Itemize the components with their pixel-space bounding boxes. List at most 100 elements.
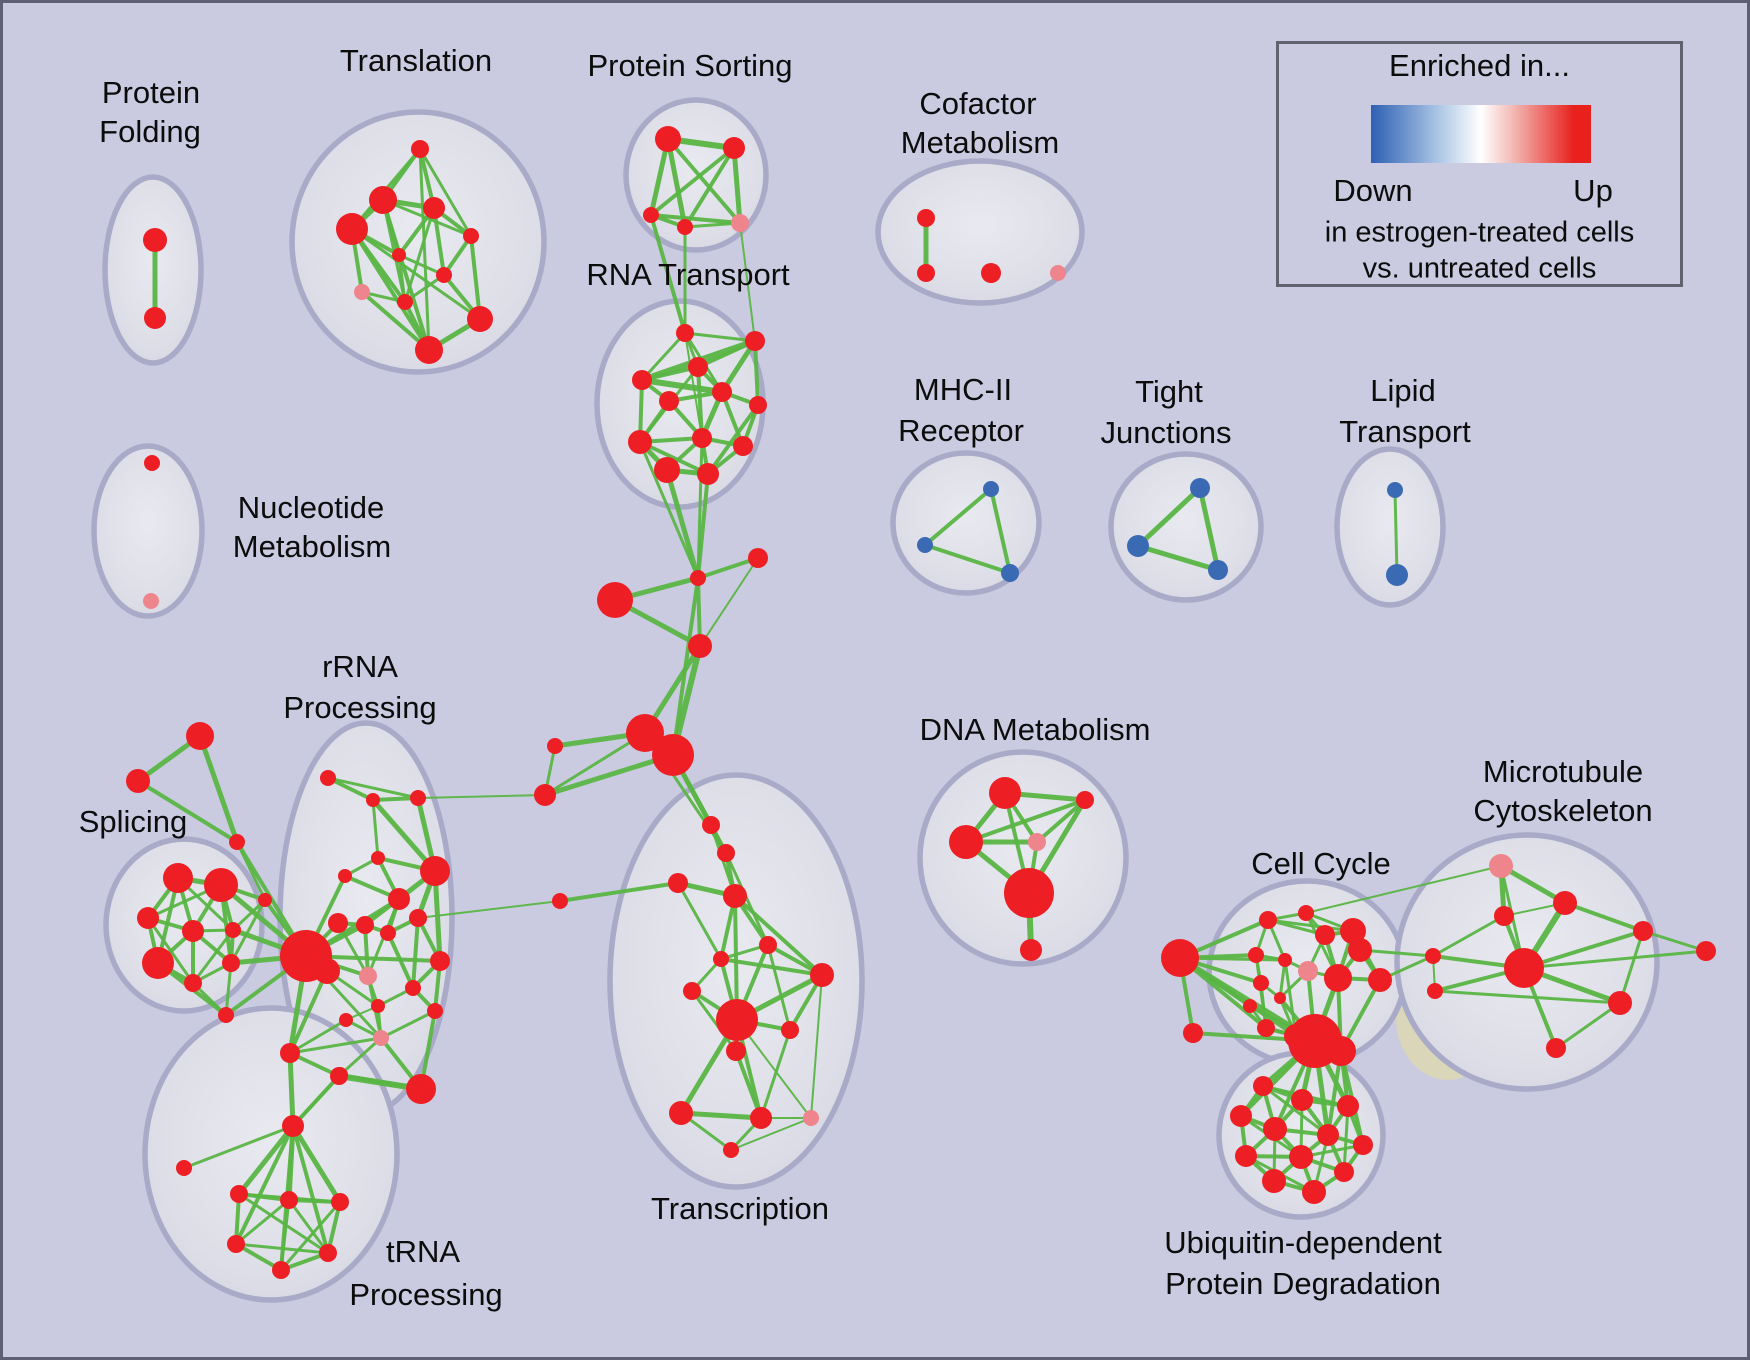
- gene-set-node-t6: [392, 248, 406, 262]
- edge-mt2-mt4: [1563, 901, 1645, 933]
- gene-set-node-ub4: [1230, 1105, 1252, 1127]
- gene-set-node-tc3: [668, 873, 688, 893]
- gene-set-node-cc4: [1340, 918, 1366, 944]
- gene-set-node-tc8: [683, 982, 701, 1000]
- legend-down-label: Down: [1333, 173, 1413, 208]
- cluster-ellipse-dna-metabolism: [917, 749, 1129, 967]
- edge-mt1-mt2: [1498, 863, 1568, 906]
- gene-set-node-rt10: [733, 436, 753, 456]
- edge-tc11-tc12: [678, 1110, 764, 1121]
- edge-tc3-tc6: [676, 881, 723, 961]
- gene-set-node-t7: [436, 267, 452, 283]
- edge-rt9-j1: [696, 436, 704, 580]
- gene-set-node-t11: [415, 336, 443, 364]
- gene-set-node-ub3: [1337, 1095, 1359, 1117]
- gene-set-node-t10: [467, 306, 493, 332]
- edge-c1-c2: [287, 1050, 296, 1129]
- edge-rn1-rn5: [237, 1192, 330, 1255]
- edge-tc9-tc12: [759, 1028, 792, 1120]
- network-svg: [91, 97, 1716, 1303]
- gene-set-node-c2: [282, 1115, 304, 1137]
- cluster-ellipse-lipid-transport: [1334, 446, 1446, 608]
- gene-set-node-tc1: [702, 816, 720, 834]
- gene-set-node-cm4: [1050, 265, 1066, 281]
- gene-set-node-tc7: [810, 963, 834, 987]
- gene-set-node-u2: [330, 1067, 348, 1085]
- gene-set-node-t9: [397, 294, 413, 310]
- gene-set-node-m3: [1001, 564, 1019, 582]
- gene-set-node-tc12: [750, 1107, 772, 1129]
- gene-set-node-ub9: [1289, 1145, 1313, 1169]
- edge-r18-r19: [338, 1036, 383, 1077]
- edge-rt1-rt9: [684, 332, 703, 439]
- edge-t2-t5: [381, 198, 473, 238]
- gene-set-node-r8: [328, 913, 348, 933]
- gene-set-node-mt3: [1494, 906, 1514, 926]
- gene-set-node-ub8: [1235, 1145, 1257, 1167]
- edge-r16-r18: [379, 1009, 437, 1040]
- gene-set-node-pf2: [144, 307, 166, 329]
- cluster-label-microtubule: Microtubule: [1482, 753, 1644, 789]
- gene-set-node-t3: [336, 213, 368, 245]
- edge-rt11-j1: [664, 467, 701, 581]
- gene-set-node-tr1: [186, 722, 214, 750]
- gene-set-node-tc10: [726, 1041, 746, 1061]
- edge-t1-t5: [418, 147, 473, 238]
- gene-set-node-sp1: [163, 863, 193, 893]
- edge-tr1-tr3: [197, 733, 240, 845]
- cluster-label-receptor: Receptor: [898, 412, 1024, 448]
- gene-set-node-cc8: [1324, 964, 1352, 992]
- edge-rt1-rt2: [683, 331, 757, 343]
- gene-set-node-tcbig: [716, 999, 758, 1041]
- gene-set-node-l3: [552, 893, 568, 909]
- gene-set-node-mt4: [1633, 921, 1653, 941]
- edge-l2-r3: [417, 794, 546, 799]
- edge-tc2-tc5: [724, 851, 770, 947]
- edge-rn3-rn6: [279, 1200, 342, 1272]
- gene-set-node-lt1: [1387, 482, 1403, 498]
- edge-rt8-j1: [638, 440, 700, 580]
- gene-set-node-d4: [1028, 833, 1046, 851]
- edge-r18-c1: [288, 1036, 383, 1055]
- gene-set-node-r18: [373, 1030, 389, 1046]
- edge-t8-t11: [360, 290, 431, 352]
- edge-rn2-rn5: [287, 1198, 330, 1255]
- gene-set-node-r1: [320, 770, 336, 786]
- edge-r17-c1: [288, 1018, 348, 1055]
- cluster-label-metabolism: Metabolism: [232, 528, 392, 564]
- gene-set-node-ccbig2: [1326, 1036, 1356, 1066]
- edge-j1-j2: [696, 556, 760, 580]
- gene-set-node-sp7: [142, 947, 174, 979]
- gene-set-node-ub1: [1253, 1076, 1273, 1096]
- cluster-label-transport: Transport: [1339, 413, 1471, 449]
- cluster-label-trna: tRNA: [385, 1233, 461, 1269]
- gene-set-node-ps2: [723, 137, 745, 159]
- gene-set-node-mt2: [1553, 891, 1577, 915]
- gene-set-node-m2: [917, 537, 933, 553]
- edge-rt2-rt7: [753, 339, 760, 407]
- gene-set-node-ps1: [655, 126, 681, 152]
- edge-t3-t11: [350, 227, 431, 352]
- edge-ps1-ps5: [666, 137, 742, 225]
- edge-ps2-ps5: [731, 145, 743, 226]
- legend-gradient-bar: [1371, 105, 1591, 163]
- edge-mt4-mt7: [1641, 929, 1708, 953]
- gene-set-node-r17: [339, 1013, 353, 1027]
- gene-set-node-rt5: [659, 391, 679, 411]
- edge-lt1-lt2: [1393, 488, 1399, 577]
- edge-tc13-tc7: [810, 974, 823, 1119]
- gene-set-node-cc3: [1315, 925, 1335, 945]
- gene-set-node-c1: [280, 1043, 300, 1063]
- gene-set-node-rn1: [230, 1185, 248, 1203]
- gene-set-node-h2: [652, 734, 694, 776]
- cluster-label-cytoskeleton: Cytoskeleton: [1473, 792, 1653, 828]
- gene-set-node-rt2: [745, 331, 765, 351]
- cluster-label-dna-metabolism: DNA Metabolism: [919, 711, 1151, 747]
- cluster-label-cofactor: Cofactor: [919, 85, 1037, 121]
- cluster-label-translation: Translation: [339, 42, 493, 78]
- edge-rt7-rt12: [706, 403, 760, 476]
- cluster-label-splicing: Splicing: [78, 803, 188, 839]
- gene-set-node-rn3: [331, 1193, 349, 1211]
- edge-cc5-cc12: [1254, 953, 1268, 1030]
- cluster-label-nucleotide: Nucleotide: [237, 489, 385, 525]
